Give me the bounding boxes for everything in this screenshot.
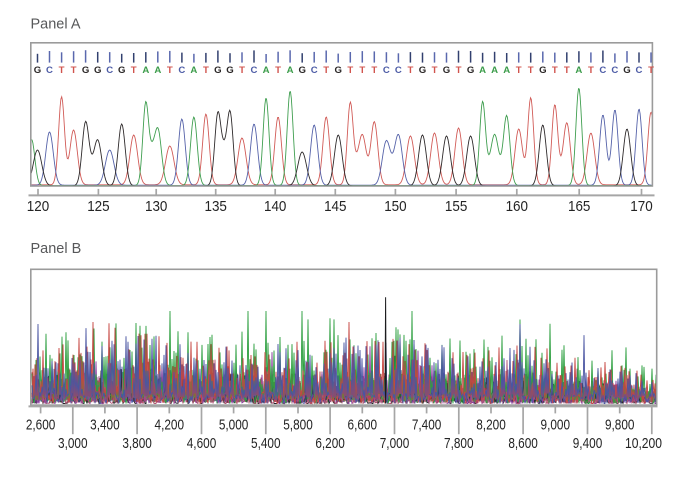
svg-text:T: T	[432, 65, 438, 76]
svg-text:140: 140	[264, 198, 286, 215]
svg-text:T: T	[516, 65, 522, 76]
svg-text:150: 150	[384, 198, 406, 215]
svg-text:3,400: 3,400	[90, 417, 120, 434]
svg-text:G: G	[623, 65, 630, 76]
svg-text:10,200: 10,200	[625, 435, 662, 452]
svg-text:165: 165	[568, 198, 590, 215]
svg-text:T: T	[239, 65, 245, 76]
svg-text:T: T	[648, 65, 654, 76]
svg-text:T: T	[564, 65, 570, 76]
svg-text:G: G	[443, 65, 450, 76]
svg-text:G: G	[539, 65, 546, 76]
svg-text:3,000: 3,000	[58, 435, 88, 452]
svg-text:5,000: 5,000	[219, 417, 249, 434]
svg-text:C: C	[383, 65, 390, 76]
svg-text:4,200: 4,200	[155, 417, 185, 434]
svg-text:T: T	[347, 65, 353, 76]
svg-text:6,200: 6,200	[315, 435, 345, 452]
svg-text:A: A	[263, 65, 270, 76]
svg-text:G: G	[467, 65, 474, 76]
svg-text:9,000: 9,000	[541, 417, 571, 434]
svg-text:C: C	[636, 65, 643, 76]
svg-text:C: C	[611, 65, 618, 76]
svg-text:130: 130	[145, 198, 167, 215]
svg-text:135: 135	[205, 198, 227, 215]
svg-text:C: C	[251, 65, 258, 76]
svg-text:6,600: 6,600	[348, 417, 378, 434]
svg-text:G: G	[334, 65, 341, 76]
svg-text:7,000: 7,000	[380, 435, 410, 452]
svg-text:4,600: 4,600	[187, 435, 217, 452]
svg-text:7,400: 7,400	[412, 417, 442, 434]
svg-text:125: 125	[87, 198, 109, 215]
svg-text:8,600: 8,600	[508, 435, 538, 452]
svg-text:T: T	[131, 65, 137, 76]
svg-text:T: T	[275, 65, 281, 76]
svg-text:T: T	[456, 65, 462, 76]
svg-text:9,800: 9,800	[605, 417, 635, 434]
svg-text:C: C	[599, 65, 606, 76]
svg-text:7,800: 7,800	[444, 435, 474, 452]
svg-text:8,200: 8,200	[476, 417, 506, 434]
svg-text:A: A	[575, 65, 582, 76]
svg-text:T: T	[359, 65, 365, 76]
svg-text:G: G	[34, 65, 41, 76]
svg-text:T: T	[588, 65, 594, 76]
svg-text:C: C	[311, 65, 318, 76]
svg-text:T: T	[407, 65, 413, 76]
svg-text:G: G	[118, 65, 125, 76]
svg-text:A: A	[287, 65, 294, 76]
svg-text:G: G	[214, 65, 221, 76]
svg-text:G: G	[226, 65, 233, 76]
svg-text:A: A	[154, 65, 161, 76]
svg-text:170: 170	[630, 198, 652, 215]
svg-text:3,800: 3,800	[122, 435, 152, 452]
svg-text:T: T	[371, 65, 377, 76]
svg-text:A: A	[491, 65, 498, 76]
svg-text:120: 120	[27, 198, 49, 215]
svg-text:T: T	[71, 65, 77, 76]
svg-text:A: A	[142, 65, 149, 76]
svg-text:155: 155	[445, 198, 467, 215]
svg-text:G: G	[298, 65, 305, 76]
svg-text:C: C	[46, 65, 53, 76]
svg-text:145: 145	[324, 198, 346, 215]
svg-text:T: T	[59, 65, 65, 76]
svg-text:A: A	[190, 65, 197, 76]
svg-text:C: C	[106, 65, 113, 76]
svg-text:T: T	[203, 65, 209, 76]
svg-text:Panel B: Panel B	[31, 241, 82, 257]
svg-text:T: T	[528, 65, 534, 76]
svg-text:5,400: 5,400	[251, 435, 281, 452]
svg-text:A: A	[503, 65, 510, 76]
svg-text:C: C	[395, 65, 402, 76]
svg-text:9,400: 9,400	[573, 435, 603, 452]
svg-text:C: C	[178, 65, 185, 76]
svg-text:Panel A: Panel A	[31, 17, 81, 33]
svg-text:T: T	[552, 65, 558, 76]
svg-text:5,800: 5,800	[283, 417, 313, 434]
svg-text:G: G	[419, 65, 426, 76]
svg-text:2,600: 2,600	[26, 417, 56, 434]
svg-text:G: G	[82, 65, 89, 76]
svg-text:T: T	[167, 65, 173, 76]
svg-text:160: 160	[506, 198, 528, 215]
svg-text:A: A	[479, 65, 486, 76]
svg-text:T: T	[323, 65, 329, 76]
svg-text:G: G	[94, 65, 101, 76]
